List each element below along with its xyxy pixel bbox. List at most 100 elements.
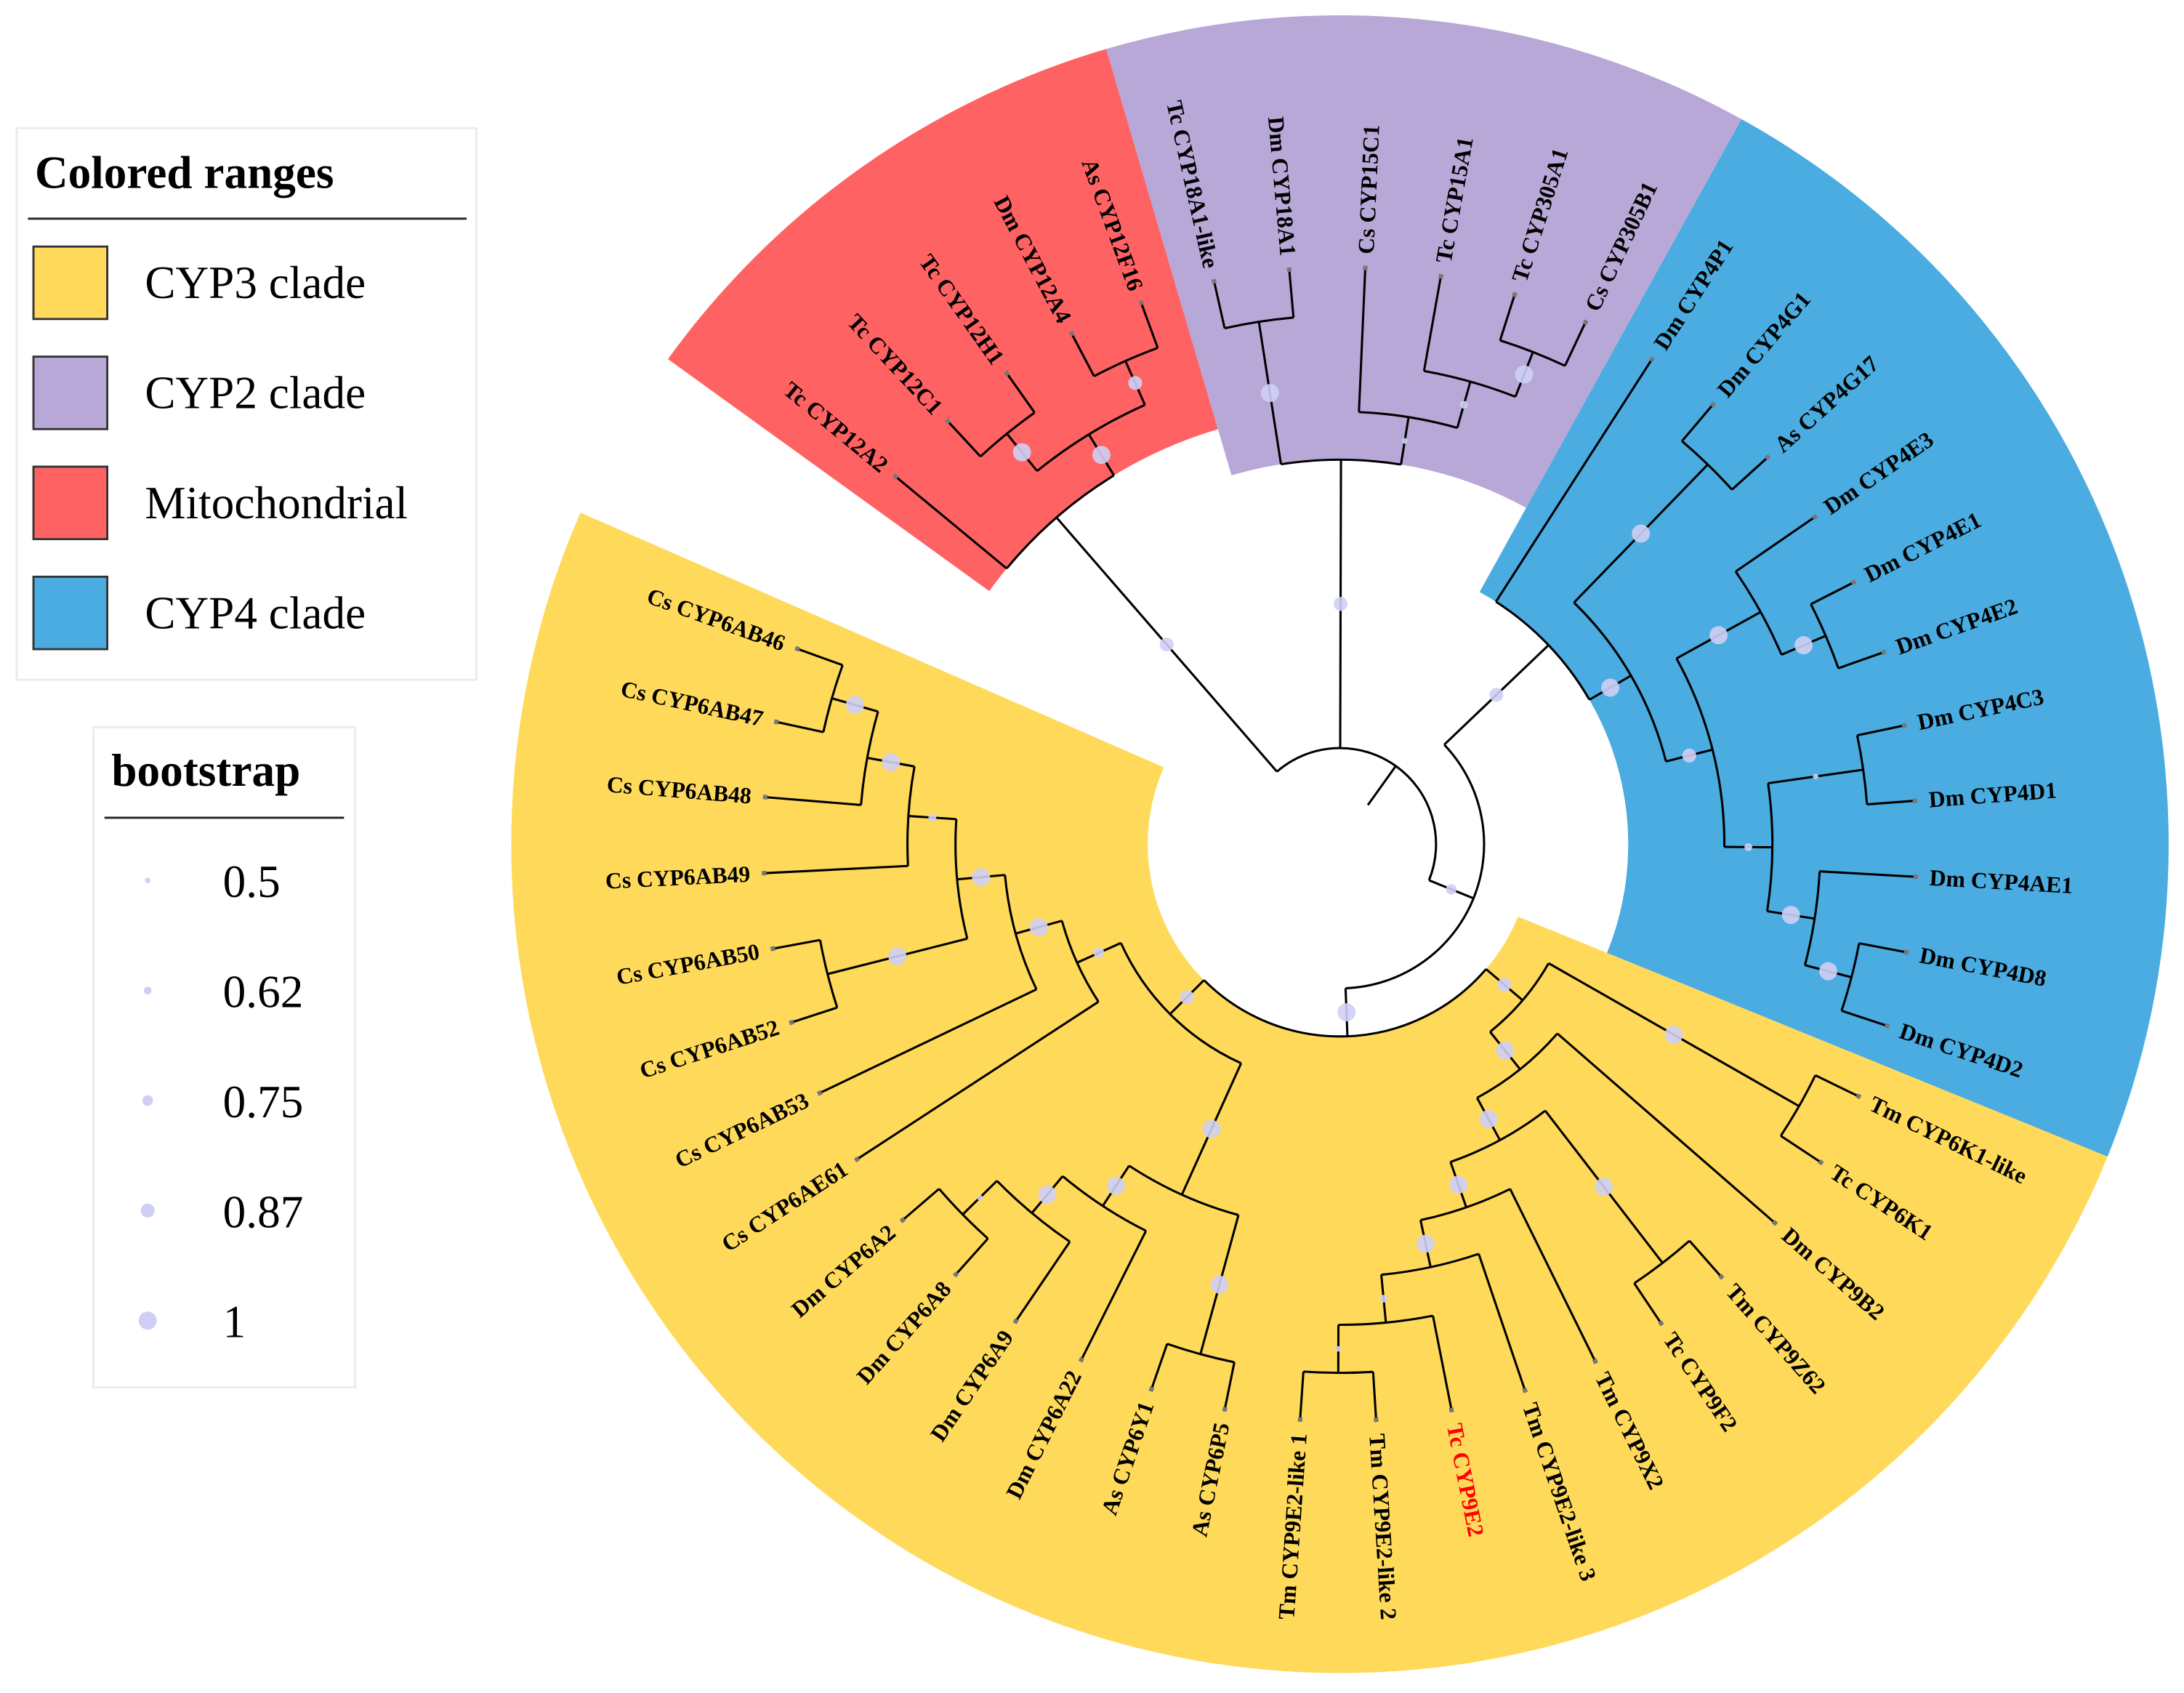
node-arc: [1338, 1314, 1433, 1327]
legend-label-bootstrap-0.62: 0.62: [223, 967, 304, 1018]
leaf-branch: [1288, 269, 1295, 318]
node-arc: [1128, 1165, 1239, 1216]
leaf-branch: [1866, 800, 1915, 806]
leaf-tip-marker: [1658, 1320, 1664, 1327]
leaf-branch: [773, 938, 821, 950]
legend-swatch-cyp2: [32, 355, 109, 430]
leaf-tip-marker: [1512, 291, 1518, 298]
leaf-tip-marker: [789, 1019, 794, 1026]
bootstrap-dot: [1744, 843, 1752, 851]
bootstrap-dot: [1449, 1175, 1468, 1194]
leaf-branch: [765, 796, 861, 806]
bootstrap-dot: [888, 947, 907, 966]
colored-range-cyp2-clade: [1106, 15, 1742, 508]
legend-label-bootstrap-0.75: 0.75: [223, 1077, 304, 1127]
node-arc: [1765, 783, 1774, 912]
legend-box: [92, 725, 357, 1389]
leaf-branch: [1509, 1188, 1597, 1362]
bootstrap-dot: [882, 753, 900, 771]
legend-label-bootstrap-0.5: 0.5: [223, 856, 281, 907]
bootstrap-dot: [1682, 748, 1696, 763]
legend-bootstrap-dot: [143, 986, 152, 994]
leaf-tip-marker: [1297, 1417, 1303, 1423]
bootstrap-dots: [845, 365, 1837, 1352]
node-arc: [1203, 968, 1487, 1038]
leaf-tip-marker: [1148, 1386, 1155, 1393]
leaf-branch: [764, 864, 908, 874]
bootstrap-dot: [1781, 906, 1800, 925]
bootstrap-dot: [1489, 688, 1504, 702]
legend-label-cyp3: CYP3 clade: [145, 257, 366, 308]
leaf-tip-marker: [1211, 278, 1217, 284]
leaf-tip-marker: [1363, 265, 1368, 270]
leaf-branch: [1633, 1282, 1662, 1324]
node-arc: [1675, 658, 1726, 848]
legend-title: bootstrap: [111, 745, 300, 796]
bootstrap-dot: [1335, 1346, 1342, 1352]
leaf-branch: [1150, 1343, 1169, 1390]
legend-label-bootstrap-0.87: 0.87: [223, 1186, 304, 1237]
bootstrap-dot: [1029, 918, 1048, 936]
node-arc: [1224, 316, 1294, 330]
leaf-tip-marker: [1850, 579, 1857, 586]
node-arc: [954, 819, 969, 939]
bootstrap-dot: [1180, 990, 1194, 1005]
node-arc: [1424, 369, 1516, 398]
bootstrap-dot: [1159, 638, 1174, 652]
leaf-branch: [1819, 870, 1916, 878]
leaf-branch: [1071, 333, 1095, 377]
leaf-tip-marker: [1880, 649, 1887, 656]
node-arc: [1093, 347, 1159, 377]
leaf-tip-marker: [1771, 1219, 1778, 1226]
bootstrap-dot: [1709, 626, 1728, 645]
leaf-branch: [1015, 1241, 1071, 1322]
bootstrap-dot: [1092, 446, 1111, 465]
node-arc: [1281, 458, 1401, 466]
legend-swatch-cyp4: [32, 575, 109, 651]
bootstrap-dot: [1012, 443, 1031, 462]
leaf-branch: [1735, 516, 1816, 573]
bootstrap-dot: [845, 696, 864, 715]
root-branch: [1366, 765, 1397, 806]
legend-bootstrap-dot: [142, 1095, 153, 1106]
node-arc: [1381, 1252, 1480, 1276]
node-arc: [1450, 1109, 1547, 1163]
leaf-tip-marker: [944, 418, 951, 425]
leaf-branch: [1499, 294, 1516, 341]
bootstrap-dot: [1210, 1275, 1229, 1294]
bootstrap-dot: [1337, 1003, 1356, 1022]
leaf-branch: [1858, 942, 1907, 954]
node-arc: [1303, 1370, 1374, 1375]
legend-title: Colored ranges: [35, 148, 334, 198]
node-arc: [1734, 571, 1783, 656]
leaf-branch: [1432, 1315, 1453, 1411]
leaf-tip-marker: [1438, 273, 1444, 279]
leaf-branch: [1556, 1032, 1776, 1224]
legend-swatch-cyp3: [32, 245, 109, 321]
leaf-tip-marker: [1012, 1318, 1019, 1324]
bootstrap-dot: [1632, 524, 1651, 543]
node-arc: [1573, 601, 1667, 762]
leaf-tip-marker: [1068, 330, 1075, 337]
bootstrap-dot: [1601, 678, 1619, 697]
leaf-branch: [1837, 651, 1885, 669]
leaf-tip-marker: [770, 946, 775, 952]
leaf-tip-marker: [892, 473, 899, 480]
leaf-tip-marker: [1709, 401, 1717, 408]
leaf-tip-marker: [816, 1090, 823, 1096]
colored-range-wedges: [511, 15, 2169, 1673]
leaf-label: Cs CYP15C1: [1353, 124, 1385, 255]
legend-swatch-mitochondrial: [32, 465, 109, 541]
leaf-branch: [1422, 276, 1442, 371]
bootstrap-dot: [1496, 1041, 1515, 1060]
leaf-branch: [1563, 321, 1587, 366]
colored-range-cyp4-clade: [1479, 118, 2169, 1157]
leaf-branch: [947, 420, 982, 458]
leaf-tip-marker: [1004, 370, 1010, 377]
colored-range-mitochondrial: [668, 49, 1218, 592]
bootstrap-dot: [1479, 1109, 1498, 1128]
leaf-branch: [1856, 724, 1905, 737]
bootstrap-dot: [928, 813, 937, 822]
leaf-tip-marker: [1374, 1417, 1379, 1423]
